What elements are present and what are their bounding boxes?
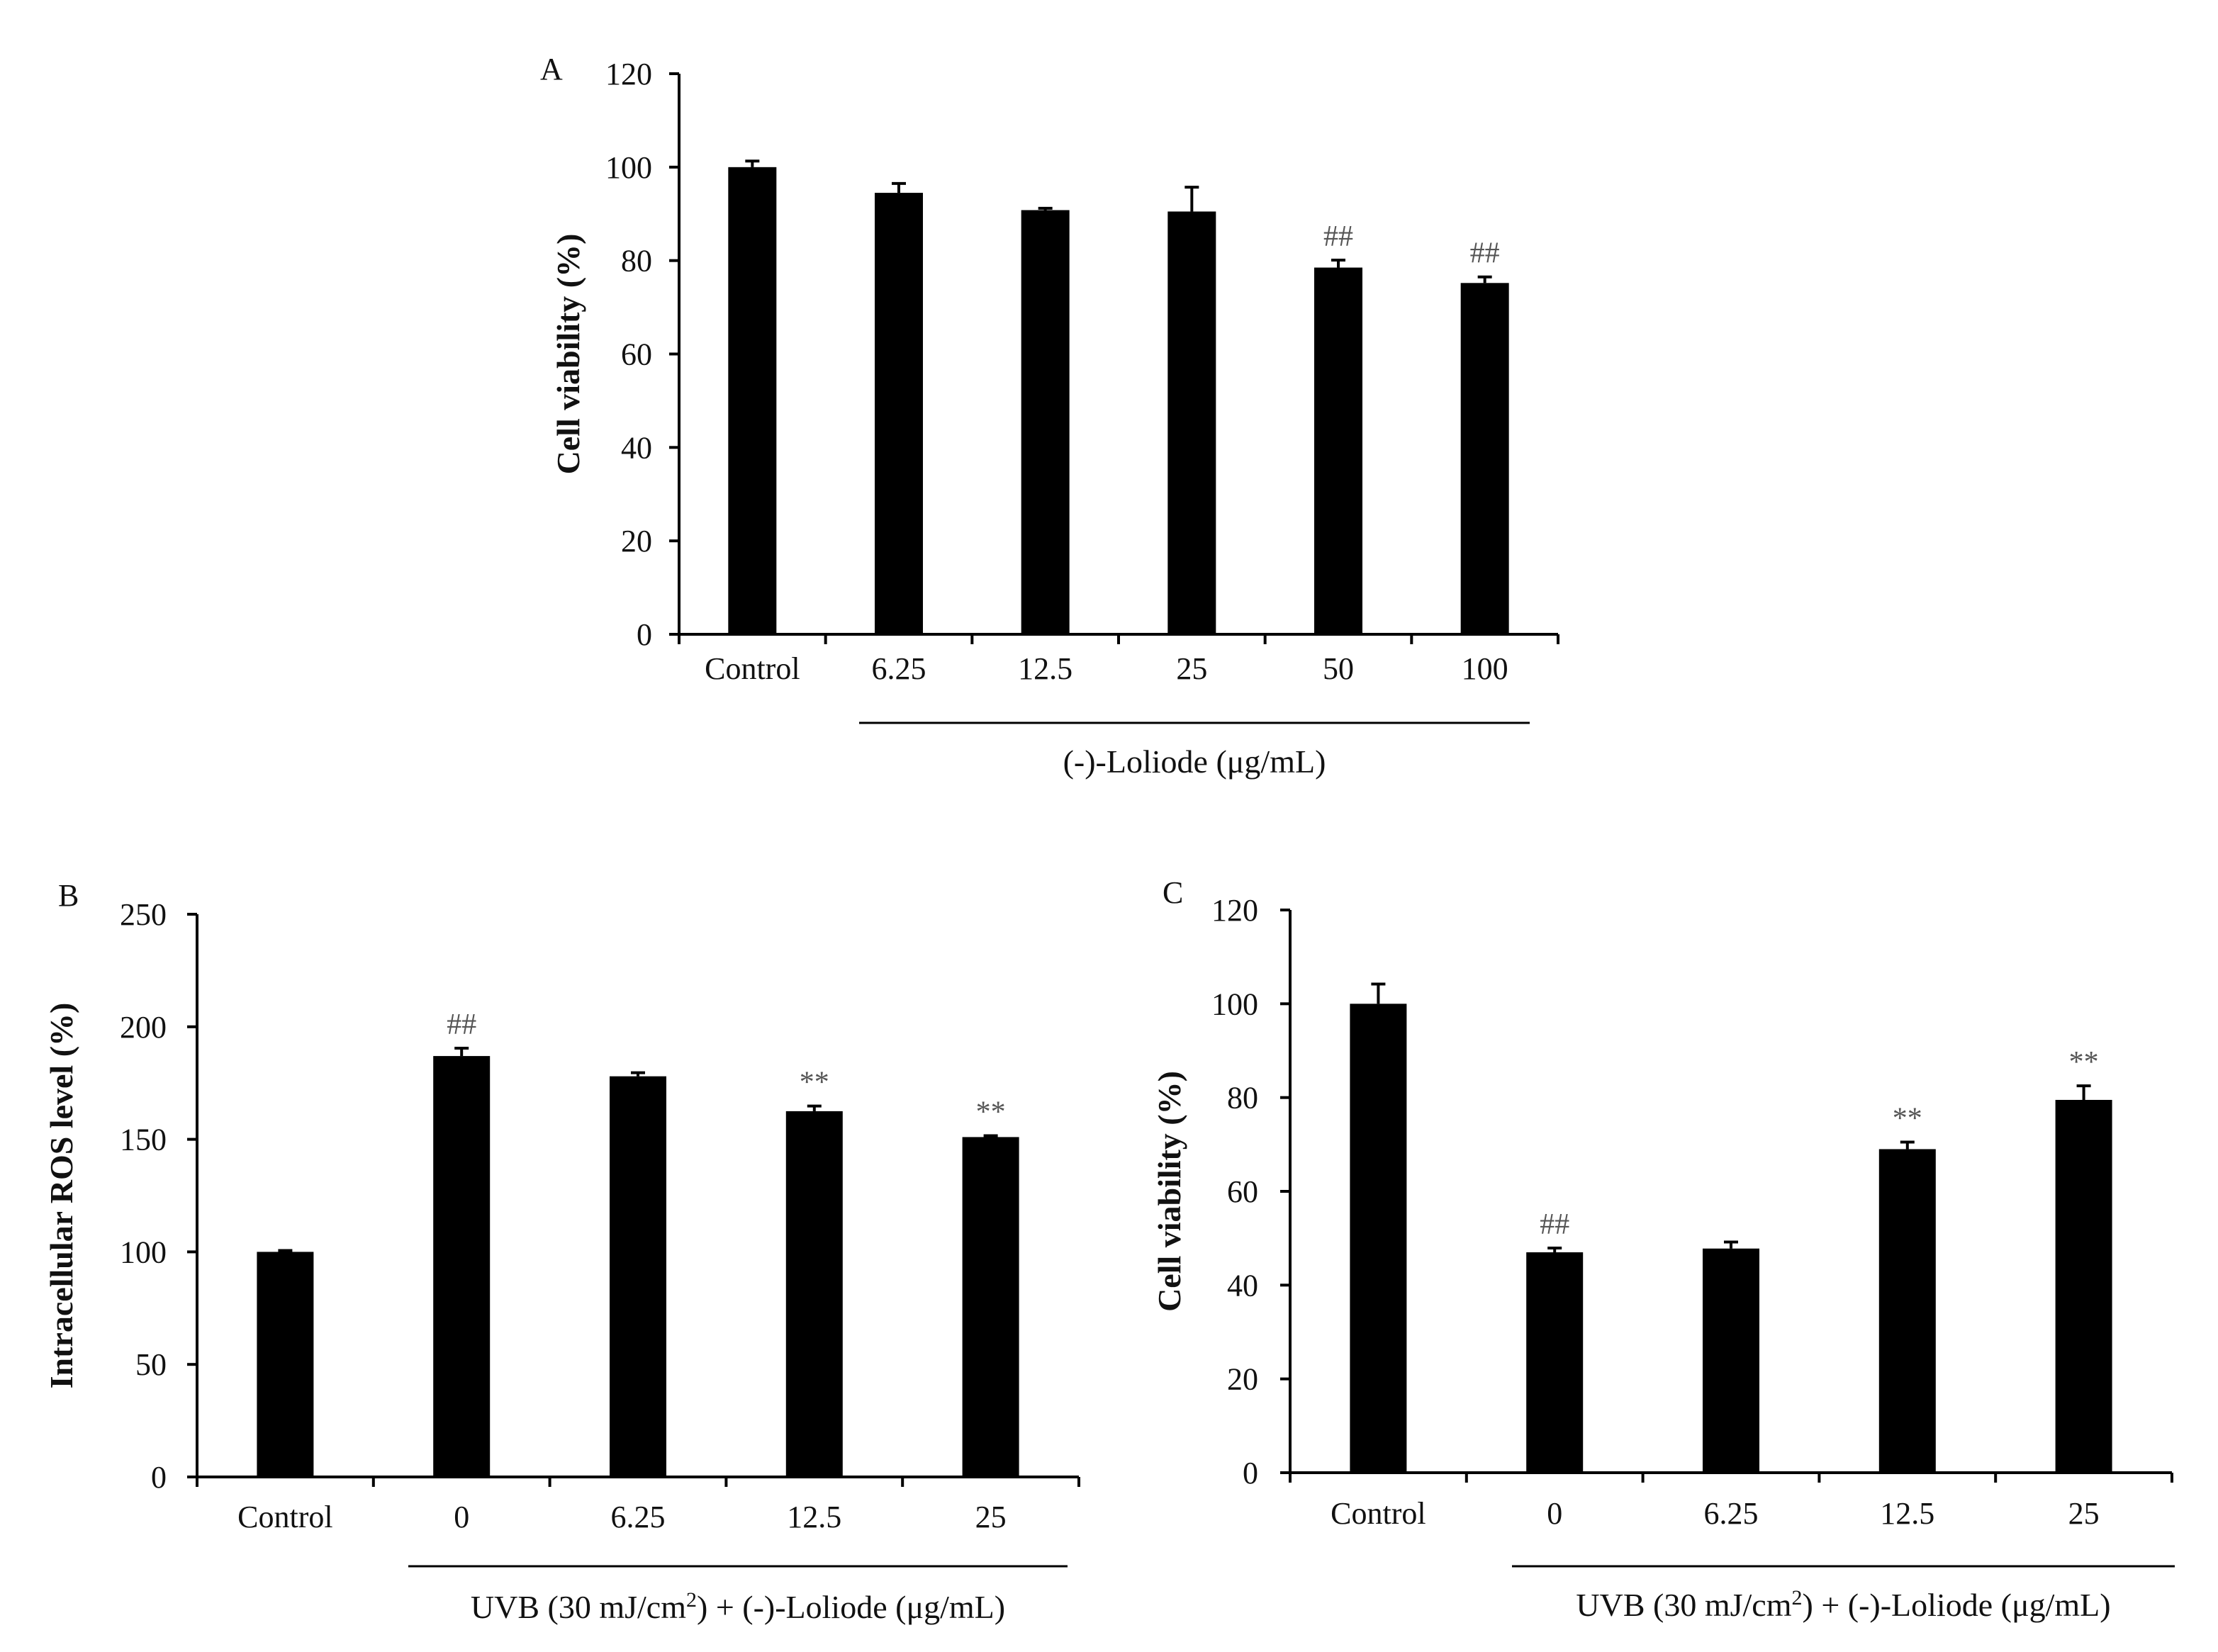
group-label-prefix-b: UVB (30 mJ/cm	[471, 1589, 686, 1625]
y-tick-label-c: 60	[1227, 1174, 1258, 1209]
x-tick-label-b: 25	[975, 1500, 1007, 1534]
bar-a	[728, 167, 777, 635]
bar-c	[1526, 1252, 1584, 1473]
y-tick-label-a: 120	[605, 57, 652, 91]
bar-c	[2055, 1099, 2112, 1473]
group-label-a: (-)-Loliode (μg/mL)	[1063, 743, 1326, 780]
bar-a	[1021, 210, 1070, 634]
significance-mark-a: ##	[1323, 220, 1353, 253]
bar-b	[785, 1111, 843, 1477]
x-tick-label-a: 12.5	[1018, 651, 1072, 686]
y-tick-label-c: 120	[1211, 893, 1258, 928]
bar-a	[875, 193, 923, 634]
x-tick-label-c: 0	[1547, 1496, 1562, 1531]
x-tick-label-a: 50	[1323, 651, 1354, 686]
group-label-suffix-c: ) + (-)-Loliode (μg/mL)	[1803, 1587, 2111, 1623]
y-tick-label-b: 150	[120, 1123, 167, 1157]
x-tick-label-a: Control	[705, 651, 800, 686]
group-label-prefix-c: UVB (30 mJ/cm	[1576, 1587, 1791, 1623]
group-label-b: UVB (30 mJ/cm2) + (-)-Loliode (μg/mL)	[471, 1588, 1005, 1625]
y-tick-label-c: 20	[1227, 1362, 1258, 1397]
y-tick-label-a: 40	[621, 430, 652, 465]
bar-a	[1167, 211, 1216, 634]
y-axis-title-a: Cell viability (%)	[550, 234, 586, 475]
group-label-suffix-b: ) + (-)-Loliode (μg/mL)	[697, 1589, 1005, 1625]
bar-b	[962, 1137, 1019, 1477]
panel-c: C 0 20 40 60 80 100 120 Control ## 0 6.25 ** 12.5 ** 25…	[1151, 875, 2175, 1623]
group-label-c: UVB (30 mJ/cm2) + (-)-Loliode (μg/mL)	[1576, 1586, 2110, 1623]
x-tick-label-c: 6.25	[1704, 1496, 1759, 1531]
panel-letter-a: A	[540, 52, 563, 86]
x-tick-label-c: Control	[1331, 1496, 1426, 1531]
significance-mark-c: **	[1893, 1103, 1922, 1135]
panel-a: A 0 20 40 60 80 100 120 Control 6.25 12.5 25 ## 50 ## 1…	[540, 52, 1559, 780]
significance-mark-a: ##	[1470, 237, 1500, 270]
y-axis-title-c: Cell viability (%)	[1151, 1071, 1187, 1312]
y-tick-label-b: 200	[120, 1010, 167, 1045]
x-tick-label-b: Control	[237, 1500, 332, 1534]
x-tick-label-a: 6.25	[872, 651, 926, 686]
y-tick-label-a: 20	[621, 524, 652, 558]
group-label-superscript-b: 2	[686, 1588, 697, 1612]
x-tick-label-c: 25	[2068, 1496, 2100, 1531]
bar-a	[1314, 267, 1362, 634]
y-axis-title-b: Intracellular ROS level (%)	[43, 1003, 79, 1389]
significance-mark-b: **	[800, 1067, 829, 1099]
x-tick-label-c: 12.5	[1880, 1496, 1934, 1531]
x-tick-label-b: 0	[454, 1500, 469, 1534]
significance-mark-b: **	[976, 1096, 1006, 1129]
panel-letter-c: C	[1163, 875, 1183, 910]
x-tick-label-b: 6.25	[611, 1500, 666, 1534]
y-tick-label-b: 100	[120, 1235, 167, 1269]
y-tick-label-a: 80	[621, 244, 652, 279]
bar-a	[1460, 283, 1509, 634]
x-tick-label-a: 100	[1462, 651, 1508, 686]
y-tick-label-c: 100	[1211, 987, 1258, 1021]
significance-mark-b: ##	[447, 1008, 476, 1041]
bar-b	[433, 1056, 491, 1477]
y-tick-label-b: 0	[151, 1460, 167, 1495]
significance-mark-c: **	[2069, 1046, 2099, 1079]
panel-letter-b: B	[58, 878, 79, 913]
y-tick-label-b: 250	[120, 897, 167, 932]
significance-mark-c: ##	[1540, 1208, 1569, 1241]
x-tick-label-b: 12.5	[787, 1500, 841, 1534]
y-tick-label-b: 50	[135, 1347, 167, 1382]
group-label-superscript-c: 2	[1792, 1586, 1803, 1609]
y-tick-label-c: 40	[1227, 1268, 1258, 1303]
y-tick-label-a: 0	[637, 617, 652, 652]
y-tick-label-c: 80	[1227, 1081, 1258, 1116]
bar-c	[1878, 1149, 1936, 1473]
y-tick-label-a: 100	[605, 150, 652, 185]
bar-b	[610, 1076, 666, 1477]
panel-b: B 0 50 100 150 200 250 Control ## 0 6.25 ** 12.5 ** 25…	[43, 878, 1080, 1625]
bar-b	[257, 1252, 314, 1477]
y-tick-label-c: 0	[1243, 1456, 1258, 1490]
bar-c	[1350, 1004, 1407, 1473]
x-tick-label-a: 25	[1176, 651, 1207, 686]
bar-c	[1703, 1248, 1759, 1473]
y-tick-label-a: 60	[621, 337, 652, 372]
